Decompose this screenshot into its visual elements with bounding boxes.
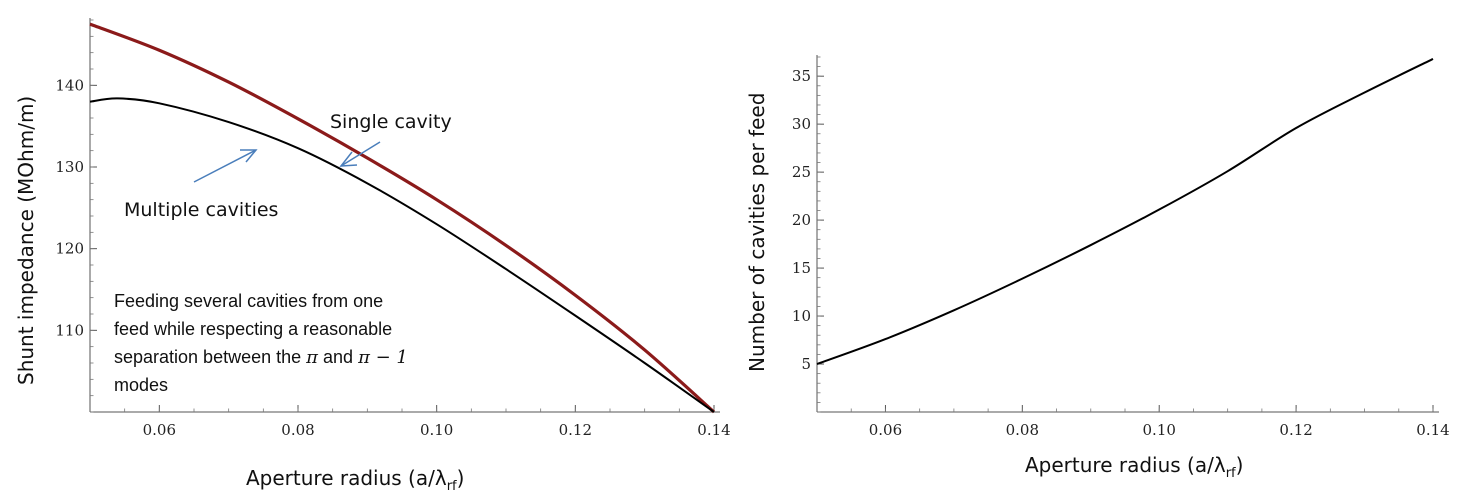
right-x-tick-label: 0.08 bbox=[1006, 421, 1039, 439]
note-line-4: modes bbox=[114, 375, 168, 395]
left-x-axis: 0.06 0.08 0.10 0.12 0.14 bbox=[89, 405, 731, 439]
left-y-tick-label: 110 bbox=[55, 321, 84, 339]
right-x-tick-label: 0.06 bbox=[869, 421, 902, 439]
left-x-tick-label: 0.10 bbox=[420, 421, 453, 439]
left-x-axis-label: Aperture radius (a/λrf) bbox=[246, 466, 464, 494]
arrow-multiple-cavities-head bbox=[240, 149, 258, 163]
left-chart: 0.06 0.08 0.10 0.12 0.14 110 120 130 140 Apertu… bbox=[14, 18, 731, 494]
note-line-3: separation between the π and π − 1 bbox=[114, 347, 408, 368]
note-line-2: feed while respecting a reasonable bbox=[114, 319, 392, 339]
right-series-curve bbox=[816, 58, 1434, 365]
right-series bbox=[816, 58, 1434, 365]
left-series bbox=[89, 22, 716, 414]
left-y-tick-label: 120 bbox=[55, 240, 84, 258]
right-y-tick-label: 35 bbox=[792, 67, 811, 85]
arrow-single-cavity-head bbox=[339, 151, 358, 167]
left-series-multiple-cavities bbox=[89, 97, 715, 413]
right-y-tick-label: 30 bbox=[792, 115, 811, 133]
right-y-tick-label: 5 bbox=[801, 355, 811, 373]
left-y-axis-label: Shunt impedance (MOhm/m) bbox=[14, 96, 38, 385]
annotation-single-cavity: Single cavity bbox=[330, 111, 452, 133]
left-x-tick-label: 0.14 bbox=[697, 421, 730, 439]
right-y-axis: 5 10 15 20 25 30 35 bbox=[792, 55, 824, 413]
right-y-tick-label: 20 bbox=[792, 211, 811, 229]
right-y-tick-label: 25 bbox=[792, 163, 811, 181]
left-y-axis: 110 120 130 140 bbox=[55, 18, 97, 413]
right-y-axis-label: Number of cavities per feed bbox=[745, 93, 769, 372]
note-line-1: Feeding several cavities from one bbox=[114, 291, 383, 311]
left-y-tick-label: 140 bbox=[55, 76, 84, 94]
right-y-tick-label: 10 bbox=[792, 307, 811, 325]
left-x-tick-label: 0.06 bbox=[143, 421, 176, 439]
arrow-multiple-cavities bbox=[193, 149, 257, 183]
right-x-tick-label: 0.14 bbox=[1416, 421, 1449, 439]
arrow-single-cavity bbox=[340, 141, 381, 167]
left-x-tick-label: 0.08 bbox=[281, 421, 314, 439]
left-series-single-cavity bbox=[89, 22, 716, 414]
left-y-tick-label: 130 bbox=[55, 158, 84, 176]
left-x-tick-label: 0.12 bbox=[559, 421, 592, 439]
annotation-multiple-cavities: Multiple cavities bbox=[124, 199, 278, 221]
right-x-tick-label: 0.12 bbox=[1279, 421, 1312, 439]
right-chart: 0.06 0.08 0.10 0.12 0.14 5 10 15 20 25 30 35 Apert… bbox=[745, 55, 1450, 481]
right-x-tick-label: 0.10 bbox=[1143, 421, 1176, 439]
right-x-axis-label: Aperture radius (a/λrf) bbox=[1025, 453, 1243, 481]
right-y-tick-label: 15 bbox=[792, 259, 811, 277]
right-x-axis: 0.06 0.08 0.10 0.12 0.14 bbox=[816, 405, 1450, 439]
